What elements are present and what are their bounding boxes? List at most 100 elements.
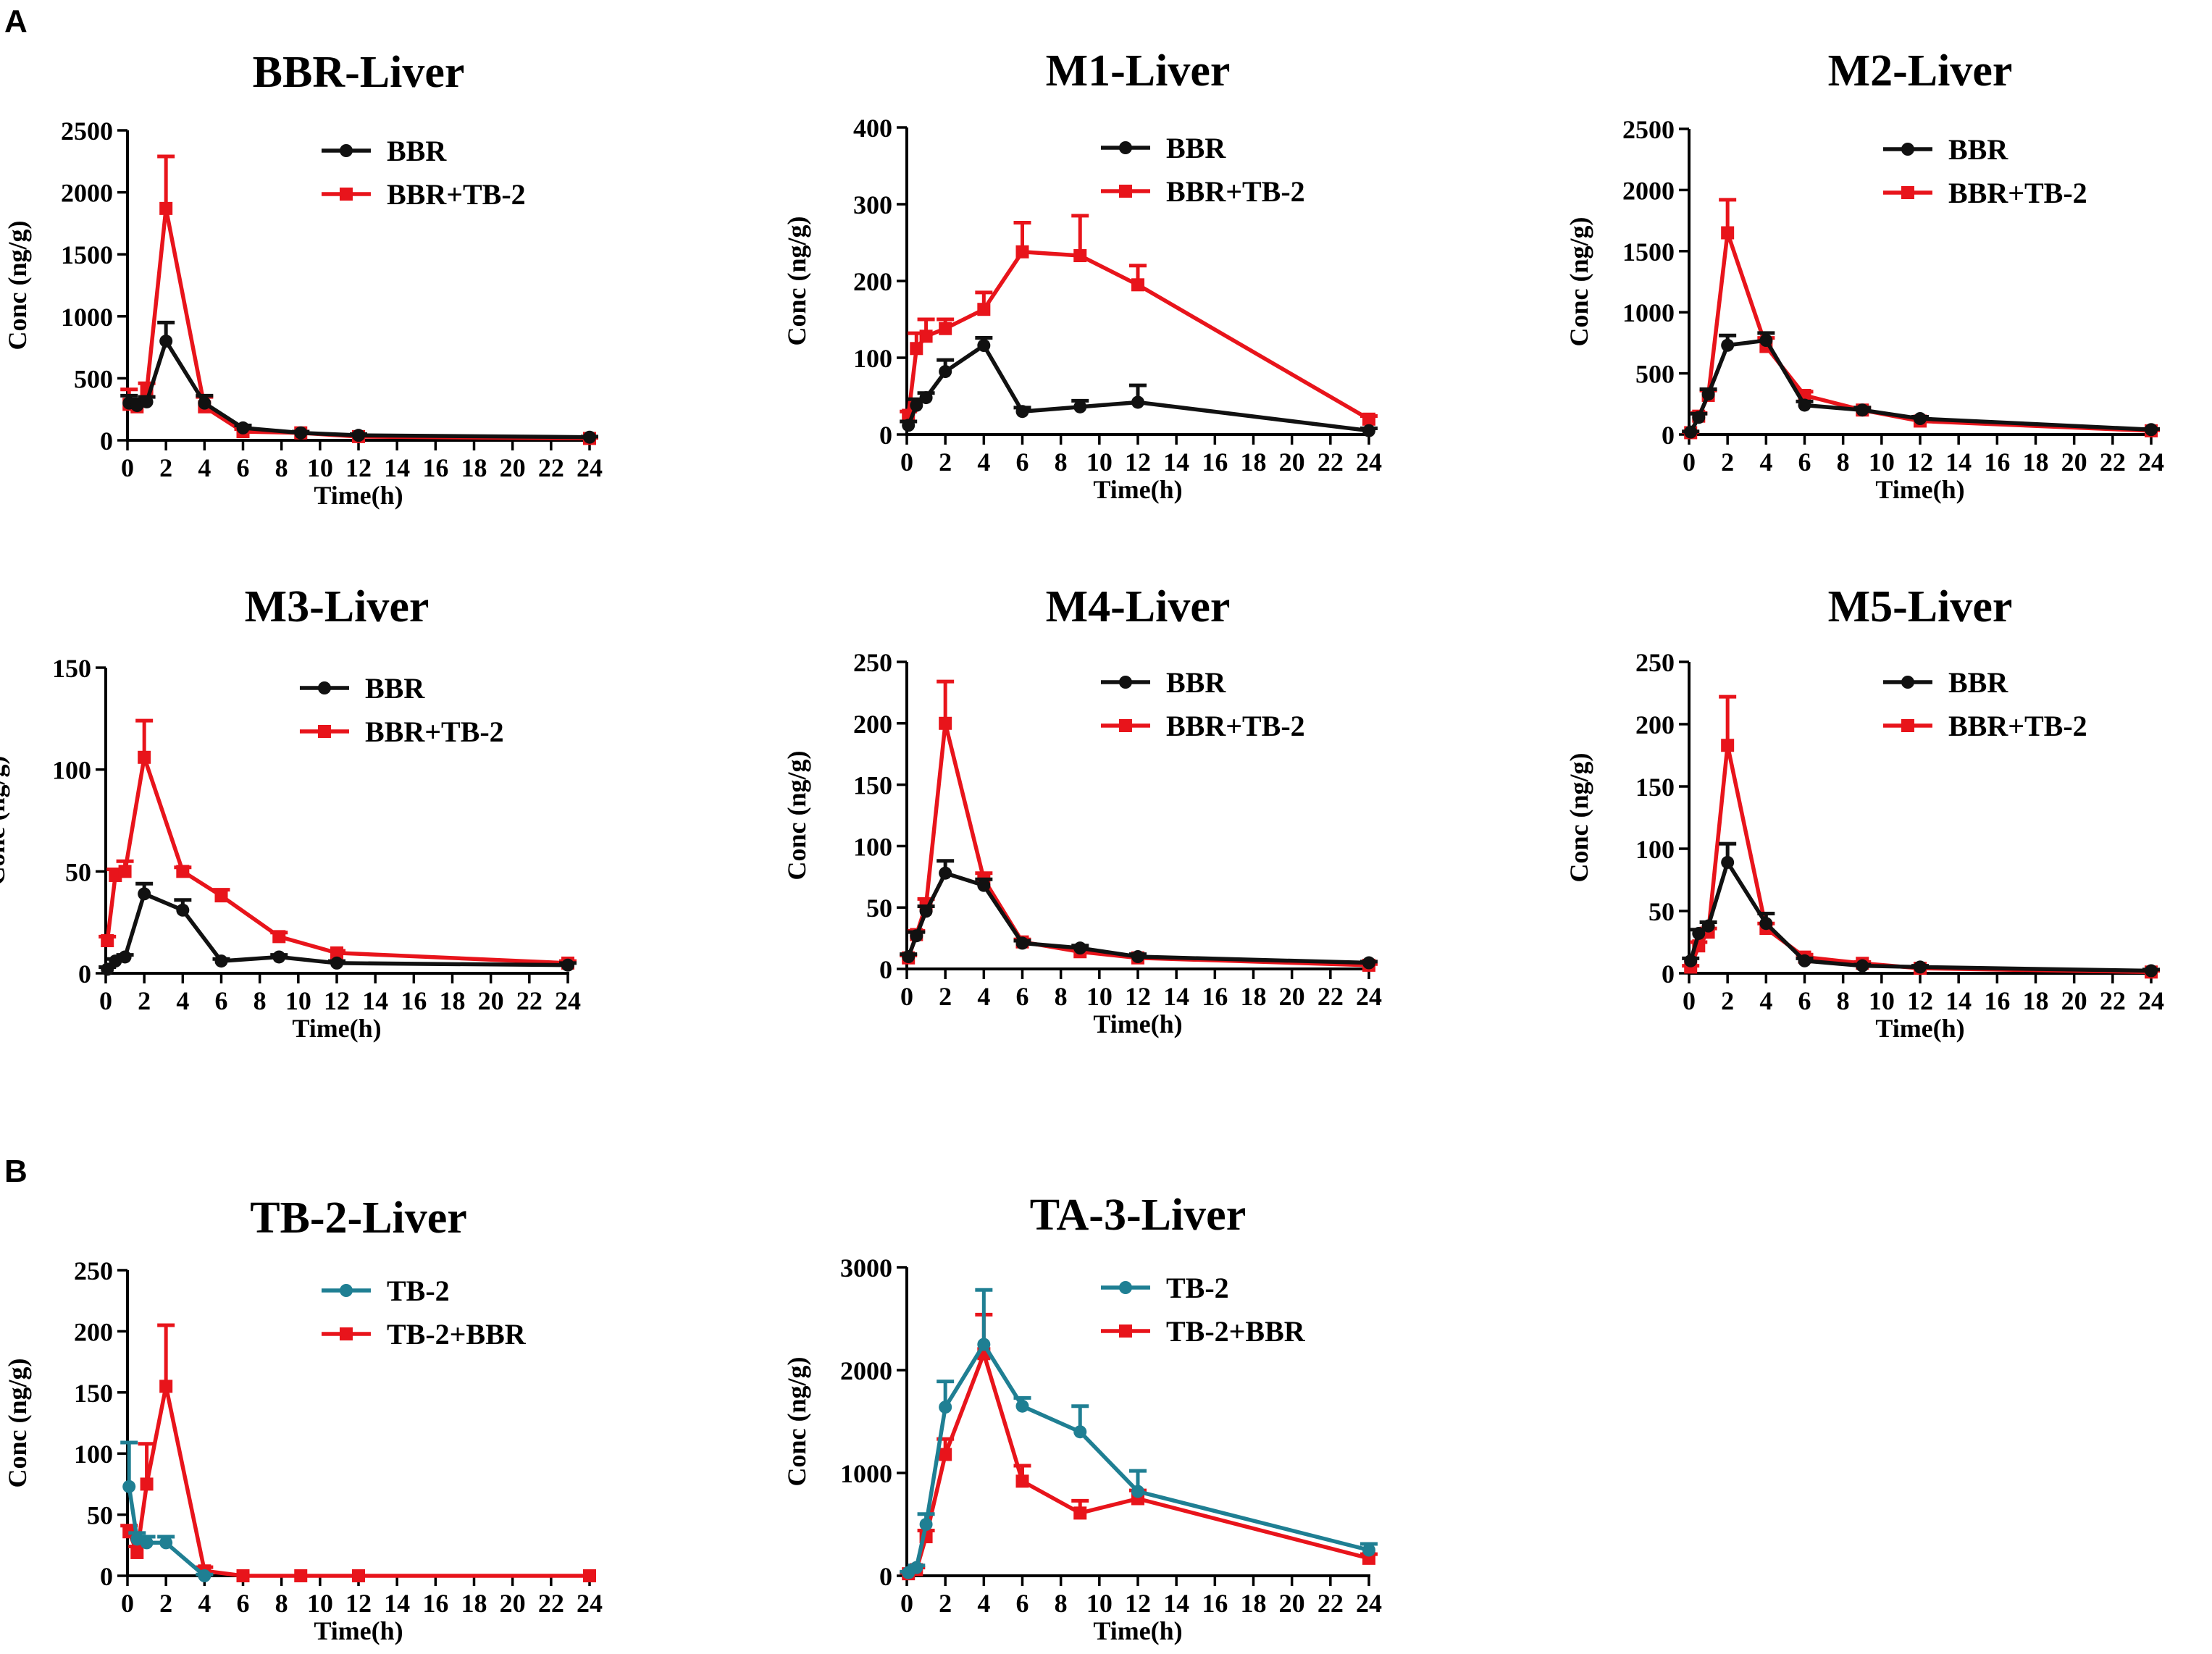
chart-tb-2-liver-x-tick-label: 8 bbox=[275, 1589, 288, 1618]
chart-m1-liver-x-tick-label: 22 bbox=[1317, 448, 1344, 477]
chart-tb-2-liver-x-tick-label: 6 bbox=[237, 1589, 250, 1618]
chart-m2-liver-legend-bbr-tb-2-marker bbox=[1901, 186, 1914, 199]
chart-m3-liver-series-bbr-tb-2-line bbox=[105, 755, 569, 965]
chart-m1-liver-series-bbr-point bbox=[1073, 400, 1087, 414]
chart-m1-liver-series-bbr-point bbox=[919, 391, 933, 405]
chart-tb-2-liver-legend-tb-2-marker bbox=[339, 1284, 353, 1297]
chart-m1-liver-y-axis-label: Conc (ng/g) bbox=[782, 217, 811, 346]
chart-tb-2-liver-x-axis-label: Time(h) bbox=[314, 1616, 403, 1645]
chart-m2-liver-y-axis-label: Conc (ng/g) bbox=[1564, 217, 1593, 347]
chart-bbr-liver-y-tick-label: 1000 bbox=[61, 303, 113, 332]
chart-m5-liver-x-tick-label: 2 bbox=[1721, 986, 1734, 1015]
chart-m5-liver-series-bbr-point bbox=[1684, 954, 1698, 967]
chart-m5-liver-x-tick-label: 20 bbox=[2061, 986, 2087, 1015]
chart-bbr-liver-series-bbr-tb-2-point bbox=[159, 201, 173, 215]
chart-tb-2-liver-x-tick-label: 20 bbox=[500, 1589, 526, 1618]
chart-m5-liver-x-tick-label: 10 bbox=[1869, 986, 1895, 1015]
chart-m1-liver-x-tick-label: 0 bbox=[900, 448, 913, 477]
chart-ta-3-liver-x-tick-label: 18 bbox=[1241, 1589, 1267, 1618]
chart-m4-liver-series-bbr-point bbox=[1015, 936, 1029, 950]
chart-m2-liver-legend-bbr-label: BBR bbox=[1948, 133, 2008, 166]
chart-tb-2-liver-x-tick-label: 0 bbox=[121, 1589, 134, 1618]
chart-ta-3-liver-x-tick-label: 24 bbox=[1356, 1589, 1382, 1618]
chart-m3-liver-series-bbr-point bbox=[330, 956, 343, 970]
chart-bbr-liver-series-bbr bbox=[120, 320, 598, 444]
chart-m3-liver-x-tick-label: 2 bbox=[138, 986, 151, 1015]
chart-m5-liver-x-tick-label: 22 bbox=[2100, 986, 2126, 1015]
chart-m3-liver-y-tick-label: 150 bbox=[52, 654, 91, 683]
chart-m5-liver-series-bbr-point bbox=[1759, 917, 1773, 931]
chart-m3-liver-legend-bbr-tb-2-marker bbox=[317, 725, 331, 738]
chart-ta-3-liver-series-tb-2-bbr-point bbox=[1073, 1506, 1087, 1520]
chart-m4-liver-series-bbr-point bbox=[910, 929, 923, 943]
chart-m3-liver-series-bbr-point bbox=[561, 958, 574, 972]
chart-m5-liver-x-axis-label: Time(h) bbox=[1875, 1014, 1964, 1043]
chart-ta-3-liver-y-tick-label: 0 bbox=[879, 1562, 892, 1591]
chart-m3-liver-series-bbr-point bbox=[176, 903, 190, 917]
chart-m3-liver-x-tick-label: 10 bbox=[285, 986, 311, 1015]
chart-m3-liver-series-bbr-point bbox=[138, 887, 151, 901]
chart-m4-liver-series-bbr-point bbox=[919, 904, 933, 918]
chart-bbr-liver-y-tick-label: 1500 bbox=[61, 240, 113, 269]
chart-bbr-liver-x-tick-label: 10 bbox=[307, 453, 333, 482]
chart-ta-3-liver-series-tb-2-point bbox=[919, 1518, 933, 1531]
chart-m4-liver-x-tick-label: 12 bbox=[1125, 982, 1151, 1011]
chart-ta-3-liver-series-tb-2-point bbox=[1362, 1543, 1375, 1557]
chart-m3-liver-series-bbr bbox=[99, 881, 577, 976]
chart-tb-2-liver-series-tb-2-point bbox=[159, 1536, 173, 1550]
chart-tb-2-liver-y-tick-label: 150 bbox=[74, 1379, 113, 1408]
chart-m3-liver-legend-bbr-label: BBR bbox=[365, 672, 425, 705]
chart-tb-2-liver-series-tb-2-bbr-point bbox=[159, 1380, 173, 1393]
chart-tb-2-liver-y-tick-label: 250 bbox=[74, 1256, 113, 1285]
chart-m1-liver-legend-bbr-tb-2-marker bbox=[1118, 185, 1132, 198]
chart-m4-liver-legend-bbr-label: BBR bbox=[1166, 666, 1226, 699]
chart-bbr-liver-x-tick-label: 4 bbox=[198, 453, 211, 482]
chart-m5-liver-y-tick-label: 100 bbox=[1635, 835, 1675, 864]
chart-m5-liver-series-bbr-point bbox=[1692, 926, 1706, 940]
chart-m2-liver-series-bbr-point bbox=[1684, 425, 1698, 439]
chart-m4-liver-y-tick-label: 50 bbox=[866, 894, 892, 923]
chart-m3-liver-x-tick-label: 18 bbox=[440, 986, 466, 1015]
chart-m1-liver-series-bbr-tb-2 bbox=[900, 214, 1378, 426]
chart-m2-liver-series-bbr-point bbox=[1759, 334, 1773, 348]
chart-ta-3-liver-x-tick-label: 10 bbox=[1086, 1589, 1113, 1618]
chart-bbr-liver-series-bbr-point bbox=[159, 335, 173, 348]
chart-m4-liver-x-tick-label: 18 bbox=[1241, 982, 1267, 1011]
chart-m4-liver-y-tick-label: 100 bbox=[853, 832, 892, 861]
chart-m3-liver-series-bbr-point bbox=[118, 950, 132, 964]
chart-m2-liver-x-tick-label: 14 bbox=[1945, 448, 1972, 477]
chart-m4-liver-series-bbr-point bbox=[1073, 941, 1087, 955]
chart-tb-2-liver-legend-tb-2-bbr-marker bbox=[339, 1327, 353, 1340]
chart-ta-3-liver-legend-tb-2-bbr-label: TB-2+BBR bbox=[1166, 1315, 1306, 1348]
chart-m1-liver-x-tick-label: 8 bbox=[1055, 448, 1068, 477]
chart-m2-liver-y-tick-label: 1500 bbox=[1622, 238, 1675, 266]
chart-m3-liver-y-tick-label: 100 bbox=[52, 756, 91, 785]
chart-m2-liver-x-tick-label: 12 bbox=[1907, 448, 1933, 477]
chart-m2-liver-series-bbr-tb-2 bbox=[1682, 198, 2160, 440]
chart-ta-3-liver-y-axis-label: Conc (ng/g) bbox=[782, 1357, 811, 1487]
chart-ta-3-liver-y-tick-label: 2000 bbox=[840, 1356, 892, 1385]
chart-m3-liver-x-tick-label: 14 bbox=[362, 986, 388, 1015]
chart-ta-3-liver-y-tick-label: 3000 bbox=[840, 1254, 892, 1283]
chart-bbr-liver-x-tick-label: 0 bbox=[121, 453, 134, 482]
chart-tb-2-liver-series-tb-2-bbr-point bbox=[130, 1545, 144, 1559]
chart-bbr-liver-series-bbr-point bbox=[198, 396, 211, 410]
chart-m1-liver-series-bbr-point bbox=[1131, 395, 1144, 409]
chart-bbr-liver-x-tick-label: 14 bbox=[384, 453, 410, 482]
chart-m2-liver-legend-bbr-tb-2-label: BBR+TB-2 bbox=[1948, 177, 2087, 209]
chart-bbr-liver-x-tick-label: 24 bbox=[577, 453, 603, 482]
panel-label-a: A bbox=[4, 4, 28, 39]
chart-m5-liver-series-bbr-tb-2-line bbox=[1688, 743, 2152, 975]
chart-m1-liver-x-axis-label: Time(h) bbox=[1093, 475, 1182, 504]
chart-m1-liver-x-tick-label: 10 bbox=[1086, 448, 1113, 477]
chart-ta-3-liver-legend-tb-2-bbr-marker bbox=[1118, 1325, 1132, 1338]
chart-m4-liver-x-tick-label: 8 bbox=[1055, 982, 1068, 1011]
chart-tb-2-liver-x-tick-label: 14 bbox=[384, 1589, 410, 1618]
chart-m5-liver-x-tick-label: 0 bbox=[1683, 986, 1696, 1015]
chart-m2-liver-x-tick-label: 16 bbox=[1984, 448, 2010, 477]
chart-bbr-liver-y-axis-label: Conc (ng/g) bbox=[3, 221, 32, 350]
chart-m2-liver-series-bbr-point bbox=[1914, 412, 1927, 426]
